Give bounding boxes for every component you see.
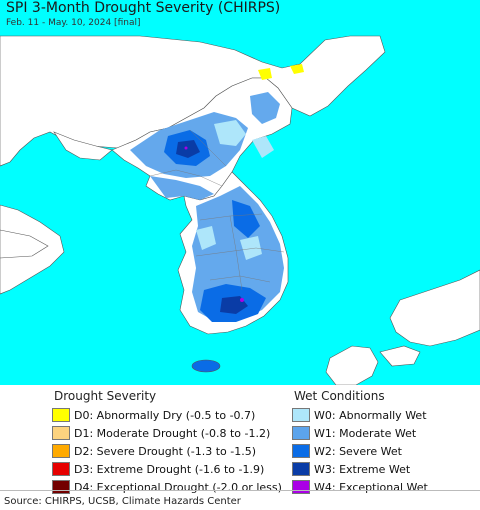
swatch-w0 [292,408,310,422]
japan-shikoku [379,345,421,367]
province-borders [149,129,285,291]
legend-item-w1: W1: Moderate Wet [292,424,428,442]
jeju-island [191,359,221,373]
wet-w0-areas [196,120,274,260]
swatch-d4 [52,480,70,494]
legend-item-w2: W2: Severe Wet [292,442,428,460]
map-subtitle: Feb. 11 - May. 10, 2024 [final] [6,18,141,28]
legend-label-w1: W1: Moderate Wet [314,426,417,440]
liaodong-peninsula [53,131,113,161]
drought-legend-heading: Drought Severity [54,389,157,403]
wet-legend-heading: Wet Conditions [294,389,385,403]
swatch-w2 [292,444,310,458]
legend-item-d0: D0: Abnormally Dry (-0.5 to -0.7) [52,406,282,424]
map-title: SPI 3-Month Drought Severity (CHIRPS) [6,0,281,16]
swatch-d1 [52,426,70,440]
swatch-w4 [292,480,310,494]
legend-item-d2: D2: Severe Drought (-1.3 to -1.5) [52,442,282,460]
swatch-w1 [292,426,310,440]
legend-label-d0: D0: Abnormally Dry (-0.5 to -0.7) [74,408,256,422]
legend-item-w4: W4: Exceptional Wet [292,478,428,496]
legend-item-d4: D4: Exceptional Drought (-2.0 or less) [52,478,282,496]
swatch-d2 [52,444,70,458]
swatch-d3 [52,462,70,476]
legend-label-d1: D1: Moderate Drought (-0.8 to -1.2) [74,426,271,440]
footer-divider [0,490,480,491]
swatch-w3 [292,462,310,476]
legend-label-w2: W2: Severe Wet [314,444,402,458]
wet-w4-areas [184,146,244,302]
legend-item-d1: D1: Moderate Drought (-0.8 to -1.2) [52,424,282,442]
swatch-d0 [52,408,70,422]
wet-legend: Wet Conditions W0: Abnormally Wet W1: Mo… [292,389,428,496]
legend-label-d2: D2: Severe Drought (-1.3 to -1.5) [74,444,257,458]
shandong-tip [0,229,49,259]
drought-d0-areas [258,64,304,80]
japan-honshu [389,269,480,347]
legend-label-w3: W3: Extreme Wet [314,462,411,476]
legend-item-w0: W0: Abnormally Wet [292,406,428,424]
legend-item-d3: D3: Extreme Drought (-1.6 to -1.9) [52,460,282,478]
legend-label-w0: W0: Abnormally Wet [314,408,427,422]
legend-label-d4: D4: Exceptional Drought (-2.0 or less) [74,480,282,494]
japan-kyushu [325,345,379,385]
drought-legend: Drought Severity D0: Abnormally Dry (-0.… [52,389,282,496]
drought-map [0,0,480,385]
legend-label-d3: D3: Extreme Drought (-1.6 to -1.9) [74,462,265,476]
legend-label-w4: W4: Exceptional Wet [314,480,428,494]
legend-item-w3: W3: Extreme Wet [292,460,428,478]
source-credit: Source: CHIRPS, UCSB, Climate Hazards Ce… [4,496,241,507]
